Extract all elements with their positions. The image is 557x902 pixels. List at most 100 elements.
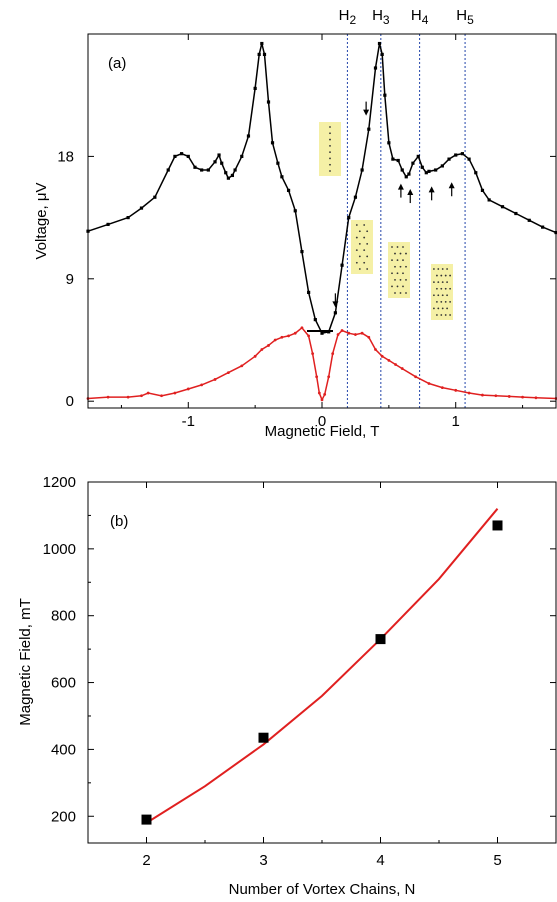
a-inset-vortex: [405, 278, 407, 281]
a-series-1-point: [146, 391, 150, 395]
a-inset-vortex: [437, 294, 440, 297]
b-x-tick-label: 4: [376, 852, 384, 869]
a-series-0-point: [260, 41, 264, 46]
a-inset-vortex: [437, 268, 440, 270]
a-series-0-point: [166, 168, 170, 172]
a-inset-vortex: [391, 285, 393, 288]
b-panel-label: (b): [110, 513, 128, 530]
panel-b: 2 3 4 5 200 400 600 800 1000 1200 (b) Number of V…: [17, 474, 557, 898]
a-series-0-point: [276, 161, 280, 165]
a-arrow-down: [332, 293, 339, 308]
a-arrows: [332, 101, 455, 308]
a-y-tick-label: 9: [66, 271, 74, 288]
a-ticks: -1 0 1 0 9 18: [57, 34, 556, 430]
a-inset-vortex: [433, 268, 435, 270]
a-inset-vortex: [444, 314, 447, 316]
a-series-0-point: [307, 290, 311, 294]
a-y-axis-label: Voltage, μV: [33, 182, 50, 259]
a-inset-vortex: [329, 132, 331, 135]
a-series-0-point: [220, 161, 224, 165]
a-inset-vortex: [449, 300, 451, 303]
a-series-0-point: [420, 165, 424, 169]
a-inset-vortex: [363, 249, 366, 252]
a-series-0-point: [440, 164, 444, 168]
a-inset-vortex: [440, 274, 443, 277]
a-inset-vortex: [444, 300, 447, 303]
a-series-1-point: [280, 335, 284, 339]
a-inset-vortex: [437, 307, 440, 310]
a-series-0-line: [87, 43, 557, 335]
a-series-1-point: [315, 375, 319, 379]
a-y-tick-label: 0: [66, 393, 74, 410]
a-series-0-point: [404, 175, 408, 179]
a-vline-label-h3: H3: [372, 7, 390, 27]
a-inset-vortex: [436, 274, 438, 277]
a-series-1-point: [293, 331, 297, 335]
a-inset-vortex: [394, 265, 396, 268]
a-series-0-point: [139, 206, 144, 210]
a-inset-box: [319, 122, 341, 176]
a-inset-box: [388, 242, 410, 298]
a-series-0-point: [313, 318, 317, 322]
a-inset-vortex: [396, 246, 399, 248]
b-axes-frame: [87, 481, 557, 844]
a-inset-vortex: [446, 281, 448, 284]
a-inset-vortex: [396, 272, 399, 275]
a-series-0-point: [230, 173, 235, 178]
a-series-0-point: [233, 168, 237, 172]
a-series-0-point: [500, 205, 505, 209]
a-series-0-point: [514, 211, 518, 216]
a-inset-vortex: [391, 272, 393, 275]
a-series-0-point: [253, 86, 257, 90]
a-series-1-point: [240, 364, 244, 368]
a-inset-vortex: [433, 307, 435, 310]
a-series-0-point: [246, 134, 251, 138]
a-series-0-point: [340, 263, 344, 267]
a-inset-vortex: [436, 300, 438, 303]
a-series-0-point: [266, 100, 271, 104]
a-series-1-point: [260, 348, 264, 351]
a-series-0-point: [487, 198, 491, 202]
a-series-1-point: [126, 395, 130, 399]
a-series-0-point: [173, 154, 177, 158]
a-series-0-point: [480, 188, 485, 192]
a-inset-vortex: [449, 314, 451, 316]
a-series-0-point: [153, 195, 157, 199]
b-data-points: [141, 520, 503, 825]
a-inset-vortex: [441, 307, 444, 310]
a-series-0-point: [257, 52, 261, 56]
a-inset-vortex: [366, 230, 369, 233]
a-series-1-point: [360, 331, 364, 335]
a-series-0-point: [391, 157, 395, 161]
a-series-0-point: [467, 157, 471, 161]
a-series-0-point: [454, 153, 458, 157]
b-y-tick-label: 800: [51, 608, 76, 625]
a-inset-vortex: [446, 294, 448, 297]
a-inset-vortex: [363, 224, 366, 226]
a-series-0-point: [447, 157, 451, 161]
a-inset-vortex: [355, 249, 358, 252]
a-series-0-point: [200, 168, 204, 172]
a-series-0-point: [377, 41, 382, 46]
a-arrow-up: [448, 182, 455, 197]
a-series-1-point: [507, 395, 511, 398]
a-x-tick-label: -1: [182, 413, 195, 430]
a-series-1-point: [160, 394, 163, 398]
a-series-1-point: [521, 395, 524, 399]
a-inset-vortex: [358, 255, 361, 258]
b-point: [258, 732, 269, 743]
a-inset-vortex: [402, 272, 404, 275]
a-x-tick-label: 1: [452, 413, 460, 430]
a-inset-vortex: [402, 259, 404, 262]
a-series-1-point: [367, 335, 371, 339]
a-series-0-point: [286, 188, 291, 192]
a-inset-vortex: [396, 259, 399, 262]
b-x-tick-label: 2: [142, 852, 150, 869]
a-inset-vortex: [355, 261, 358, 264]
a-series-1-point: [311, 352, 315, 355]
a-series-1-point: [106, 395, 110, 399]
a-inset-vortex: [441, 268, 444, 270]
a-inset-vortex: [363, 261, 366, 264]
